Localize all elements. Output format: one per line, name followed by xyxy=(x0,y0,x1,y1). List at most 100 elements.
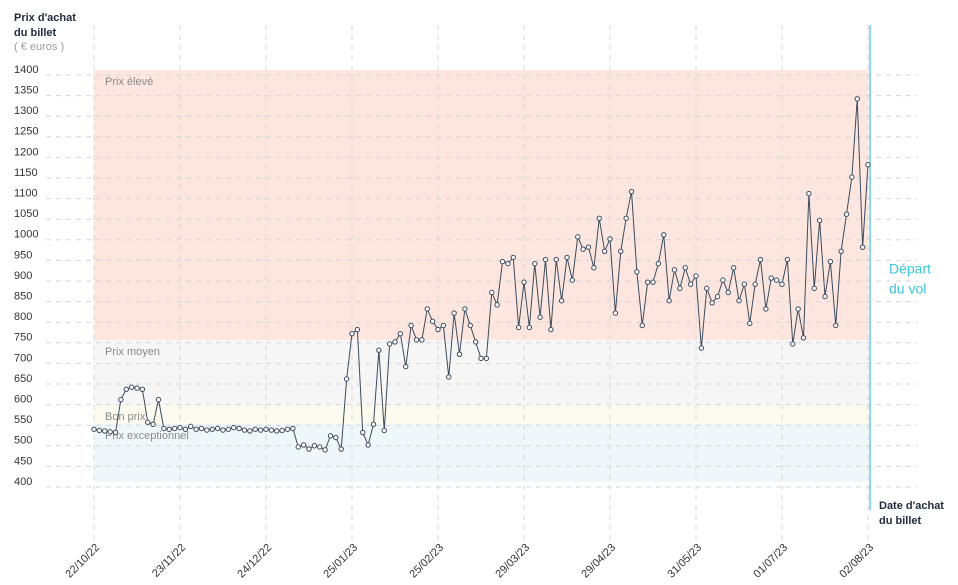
price-point xyxy=(747,320,753,327)
price-point xyxy=(274,428,280,434)
price-point xyxy=(591,265,597,271)
x-title: Date d'achat xyxy=(879,500,944,512)
price-point xyxy=(171,425,178,432)
price-point xyxy=(311,443,318,449)
price-band xyxy=(94,404,868,425)
price-point xyxy=(166,426,172,432)
price-point xyxy=(558,298,565,304)
price-point xyxy=(763,306,769,312)
y-title: du billet xyxy=(14,27,57,39)
price-point xyxy=(150,421,156,428)
price-point xyxy=(601,248,608,254)
price-point xyxy=(349,330,355,337)
price-point xyxy=(537,314,543,320)
price-point xyxy=(741,281,748,287)
price-band xyxy=(94,339,868,405)
price-point xyxy=(317,444,323,450)
price-point xyxy=(252,426,258,432)
y-tick-label: 700 xyxy=(14,352,32,364)
price-point xyxy=(386,341,393,347)
y-tick-label: 1050 xyxy=(14,208,38,220)
price-point xyxy=(96,427,103,434)
price-point xyxy=(107,429,113,435)
price-point xyxy=(435,326,441,333)
y-tick-label: 1250 xyxy=(14,126,38,138)
price-point xyxy=(300,442,307,448)
x-tick-label: 23/11/22 xyxy=(150,542,188,580)
price-point xyxy=(193,426,199,432)
band-label: Prix moyen xyxy=(105,346,160,358)
price-point xyxy=(327,433,334,439)
x-tick-label: 22/10/22 xyxy=(63,542,102,581)
price-point xyxy=(596,215,602,222)
price-point xyxy=(510,254,516,261)
price-point xyxy=(177,424,183,431)
y-tick-label: 450 xyxy=(14,455,32,467)
price-point xyxy=(333,434,339,441)
price-point xyxy=(564,254,570,261)
price-point xyxy=(542,256,549,263)
x-tick-label: 29/04/23 xyxy=(579,542,618,581)
price-point xyxy=(381,427,387,434)
price-point xyxy=(236,425,242,432)
price-point xyxy=(505,260,511,267)
price-point xyxy=(419,337,425,343)
price-point xyxy=(413,337,420,343)
price-point xyxy=(376,347,382,353)
price-point xyxy=(424,306,430,312)
y-tick-label: 1200 xyxy=(14,146,38,158)
price-point xyxy=(392,339,398,345)
y-tick-label: 600 xyxy=(14,394,32,406)
price-point xyxy=(456,351,463,357)
price-point xyxy=(102,428,108,434)
price-point xyxy=(365,442,371,448)
price-point xyxy=(451,310,457,316)
price-point xyxy=(532,260,538,267)
price-point xyxy=(112,429,119,436)
y-title: Prix d'achat xyxy=(14,12,76,24)
price-band xyxy=(94,424,868,482)
price-point xyxy=(134,385,140,391)
price-point xyxy=(494,302,500,308)
price-point xyxy=(257,427,264,433)
price-point xyxy=(795,306,801,312)
price-point xyxy=(634,269,640,275)
price-point xyxy=(612,310,619,316)
price-point xyxy=(343,376,350,382)
price-point xyxy=(118,396,124,403)
price-point xyxy=(360,429,366,436)
price-point xyxy=(677,285,683,292)
price-point xyxy=(198,425,205,432)
price-point xyxy=(429,318,436,325)
price-point xyxy=(338,446,344,452)
price-point xyxy=(279,427,285,434)
price-point xyxy=(800,335,807,341)
price-point xyxy=(446,374,452,380)
price-point xyxy=(526,324,533,331)
price-point xyxy=(483,355,490,362)
price-point xyxy=(822,293,828,300)
price-point xyxy=(569,277,576,283)
y-tick-label: 1150 xyxy=(14,167,38,179)
y-tick-label: 1300 xyxy=(14,105,38,117)
price-point xyxy=(161,425,167,432)
price-point xyxy=(241,427,248,433)
price-point xyxy=(462,306,468,312)
price-point xyxy=(859,244,866,250)
price-point xyxy=(720,277,726,283)
price-point xyxy=(284,426,291,432)
price-point xyxy=(553,256,559,263)
x-tick-label: 25/02/23 xyxy=(407,542,446,581)
price-point xyxy=(736,298,742,304)
price-point xyxy=(698,345,705,351)
price-point xyxy=(220,427,226,433)
price-point xyxy=(290,425,296,432)
price-point xyxy=(816,217,823,224)
price-point xyxy=(123,386,129,392)
price-point xyxy=(499,258,506,265)
price-point xyxy=(790,341,796,347)
price-point xyxy=(628,188,635,195)
price-point xyxy=(730,265,737,271)
price-point xyxy=(231,424,237,431)
